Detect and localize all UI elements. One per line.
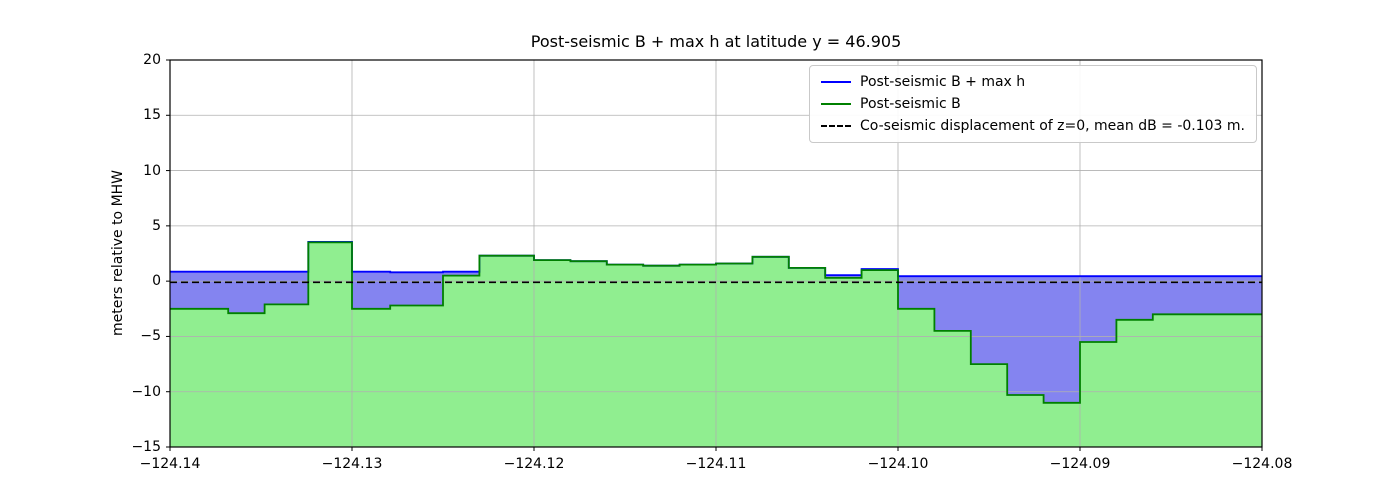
legend-label: Co-seismic displacement of z=0, mean dB … — [860, 118, 1245, 134]
x-tick-label: −124.10 — [867, 456, 929, 472]
legend-label: Post-seismic B + max h — [860, 74, 1026, 90]
y-tick-label: 5 — [152, 217, 161, 234]
x-tick-label: −124.09 — [1049, 456, 1111, 472]
legend-line-sample — [821, 81, 851, 83]
y-tick-label: 10 — [143, 162, 161, 179]
legend: Post-seismic B + max h Post-seismic B Co-s… — [809, 65, 1257, 143]
y-tick-label: 15 — [143, 107, 161, 124]
y-tick-label: 0 — [152, 273, 161, 290]
x-tick-label: −124.08 — [1231, 456, 1293, 472]
y-tick-label: 20 — [143, 52, 161, 68]
chart-title: Post-seismic B + max h at latitude y = 4… — [530, 32, 902, 51]
x-tick-label: −124.14 — [139, 456, 201, 472]
legend-item: Co-seismic displacement of z=0, mean dB … — [821, 118, 1245, 134]
x-tick-label: −124.12 — [503, 456, 565, 472]
x-tick-label: −124.13 — [321, 456, 383, 472]
y-tick-label: −5 — [140, 328, 161, 345]
legend-label: Post-seismic B — [860, 96, 961, 112]
legend-item: Post-seismic B — [821, 96, 1245, 112]
y-tick-label: −10 — [131, 383, 161, 400]
legend-line-sample — [821, 103, 851, 105]
series-post-seismic-B-line — [170, 241, 1262, 404]
legend-dashed-line-sample — [821, 125, 851, 127]
y-tick-label: −15 — [131, 439, 161, 455]
x-tick-label: −124.11 — [685, 456, 747, 472]
legend-item: Post-seismic B + max h — [821, 74, 1245, 90]
